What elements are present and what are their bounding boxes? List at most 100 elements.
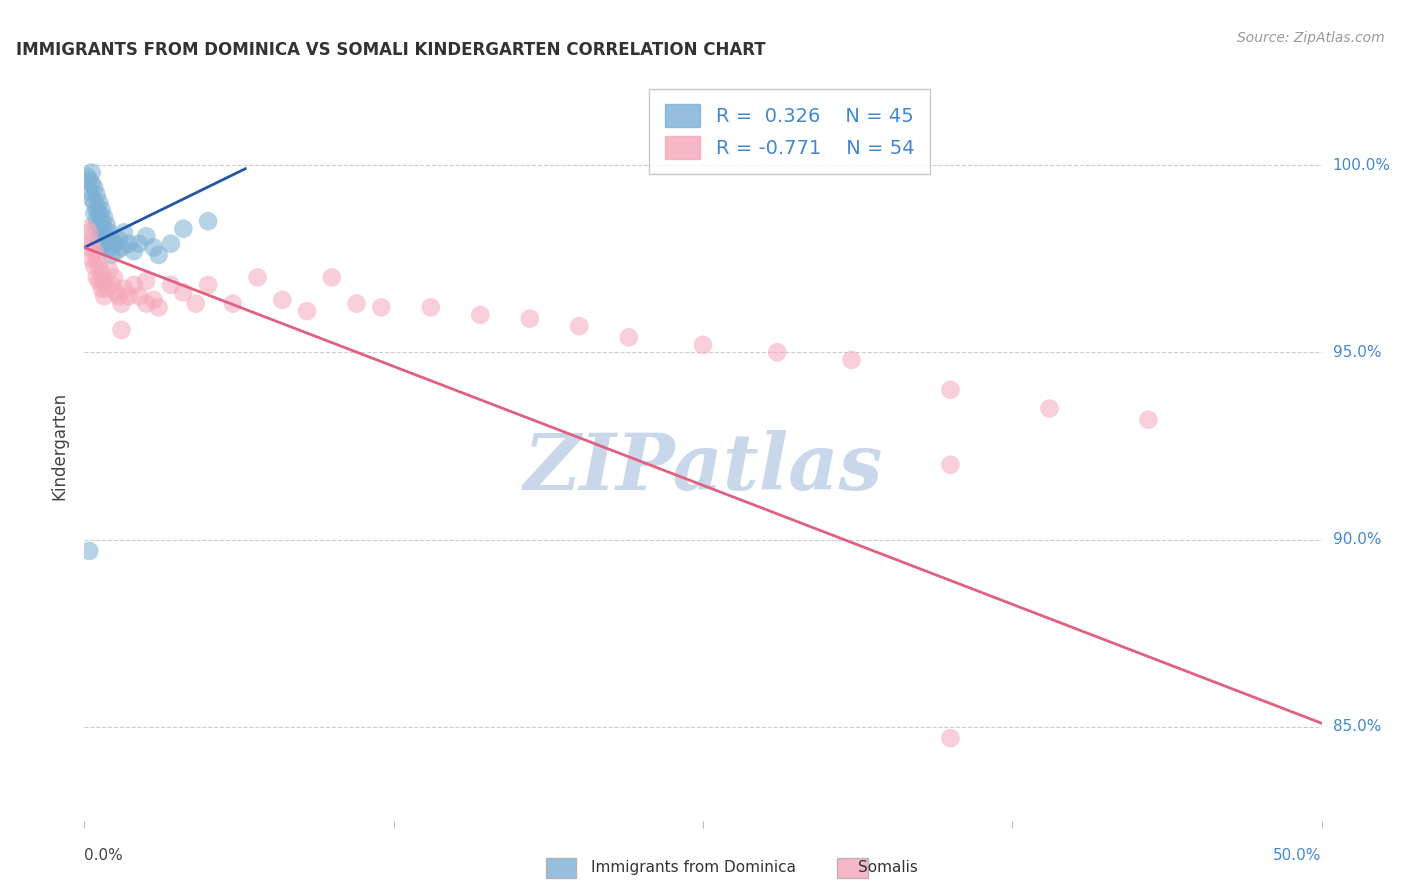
Point	[83, 259, 105, 273]
Point	[83, 244, 105, 259]
Legend: R =  0.326    N = 45, R = -0.771    N = 54: R = 0.326 N = 45, R = -0.771 N = 54	[650, 88, 929, 174]
Point	[142, 240, 165, 254]
Point	[86, 214, 108, 228]
Text: Immigrants from Dominica: Immigrants from Dominica	[591, 860, 796, 874]
Point	[86, 188, 108, 202]
Point	[76, 221, 98, 235]
Point	[246, 270, 269, 285]
Point	[110, 296, 132, 310]
Point	[118, 236, 141, 251]
Text: Somalis: Somalis	[858, 860, 918, 874]
Point	[86, 202, 108, 217]
Point	[160, 236, 183, 251]
Point	[160, 277, 183, 292]
Point	[98, 226, 121, 240]
Point	[93, 274, 115, 288]
Point	[86, 252, 108, 266]
Point	[841, 352, 863, 367]
Point	[197, 214, 219, 228]
Point	[295, 304, 318, 318]
Point	[112, 226, 135, 240]
Bar	[837, 858, 868, 878]
Point	[90, 282, 112, 296]
Point	[80, 252, 103, 266]
Point	[142, 293, 165, 307]
Point	[135, 274, 157, 288]
Point	[692, 338, 714, 352]
Point	[100, 248, 122, 262]
Point	[1137, 413, 1160, 427]
Point	[79, 544, 101, 558]
Bar	[546, 858, 576, 878]
Point	[766, 345, 789, 359]
Text: IMMIGRANTS FROM DOMINICA VS SOMALI KINDERGARTEN CORRELATION CHART: IMMIGRANTS FROM DOMINICA VS SOMALI KINDE…	[17, 41, 766, 59]
Point	[105, 285, 128, 300]
Point	[83, 195, 105, 210]
Point	[122, 244, 145, 259]
Text: ZIPatlas: ZIPatlas	[523, 430, 883, 507]
Point	[148, 301, 170, 315]
Point	[271, 293, 294, 307]
Point	[148, 248, 170, 262]
Point	[370, 301, 392, 315]
Point	[80, 236, 103, 251]
Point	[98, 263, 121, 277]
Point	[89, 259, 111, 273]
Point	[93, 211, 115, 225]
Point	[90, 202, 112, 217]
Point	[321, 270, 343, 285]
Point	[1038, 401, 1060, 416]
Point	[79, 173, 101, 187]
Point	[172, 221, 194, 235]
Point	[100, 277, 122, 292]
Point	[617, 330, 640, 344]
Point	[122, 277, 145, 292]
Point	[197, 277, 219, 292]
Point	[184, 296, 207, 310]
Point	[93, 236, 115, 251]
Point	[90, 214, 112, 228]
Point	[222, 296, 245, 310]
Point	[79, 184, 101, 198]
Point	[89, 274, 111, 288]
Point	[346, 296, 368, 310]
Point	[135, 229, 157, 244]
Point	[470, 308, 492, 322]
Point	[80, 177, 103, 191]
Point	[110, 240, 132, 254]
Text: 0.0%: 0.0%	[84, 848, 124, 863]
Point	[90, 240, 112, 254]
Point	[80, 165, 103, 179]
Point	[96, 218, 118, 232]
Point	[939, 383, 962, 397]
Point	[419, 301, 441, 315]
Point	[128, 289, 150, 303]
Point	[90, 226, 112, 240]
Text: 50.0%: 50.0%	[1274, 848, 1322, 863]
Point	[89, 233, 111, 247]
Point	[112, 282, 135, 296]
Point	[89, 207, 111, 221]
Point	[939, 731, 962, 746]
Point	[105, 244, 128, 259]
Point	[89, 195, 111, 210]
Point	[96, 233, 118, 247]
Point	[96, 282, 118, 296]
Point	[939, 458, 962, 472]
Point	[89, 218, 111, 232]
Point	[118, 289, 141, 303]
Point	[93, 289, 115, 303]
Text: 90.0%: 90.0%	[1333, 533, 1381, 547]
Point	[86, 221, 108, 235]
Point	[79, 226, 101, 240]
Text: 95.0%: 95.0%	[1333, 345, 1381, 359]
Point	[568, 319, 591, 334]
Point	[128, 236, 150, 251]
Point	[98, 240, 121, 254]
Point	[108, 233, 131, 247]
Point	[93, 221, 115, 235]
Point	[103, 236, 125, 251]
Point	[90, 267, 112, 281]
Point	[110, 323, 132, 337]
Point	[108, 289, 131, 303]
